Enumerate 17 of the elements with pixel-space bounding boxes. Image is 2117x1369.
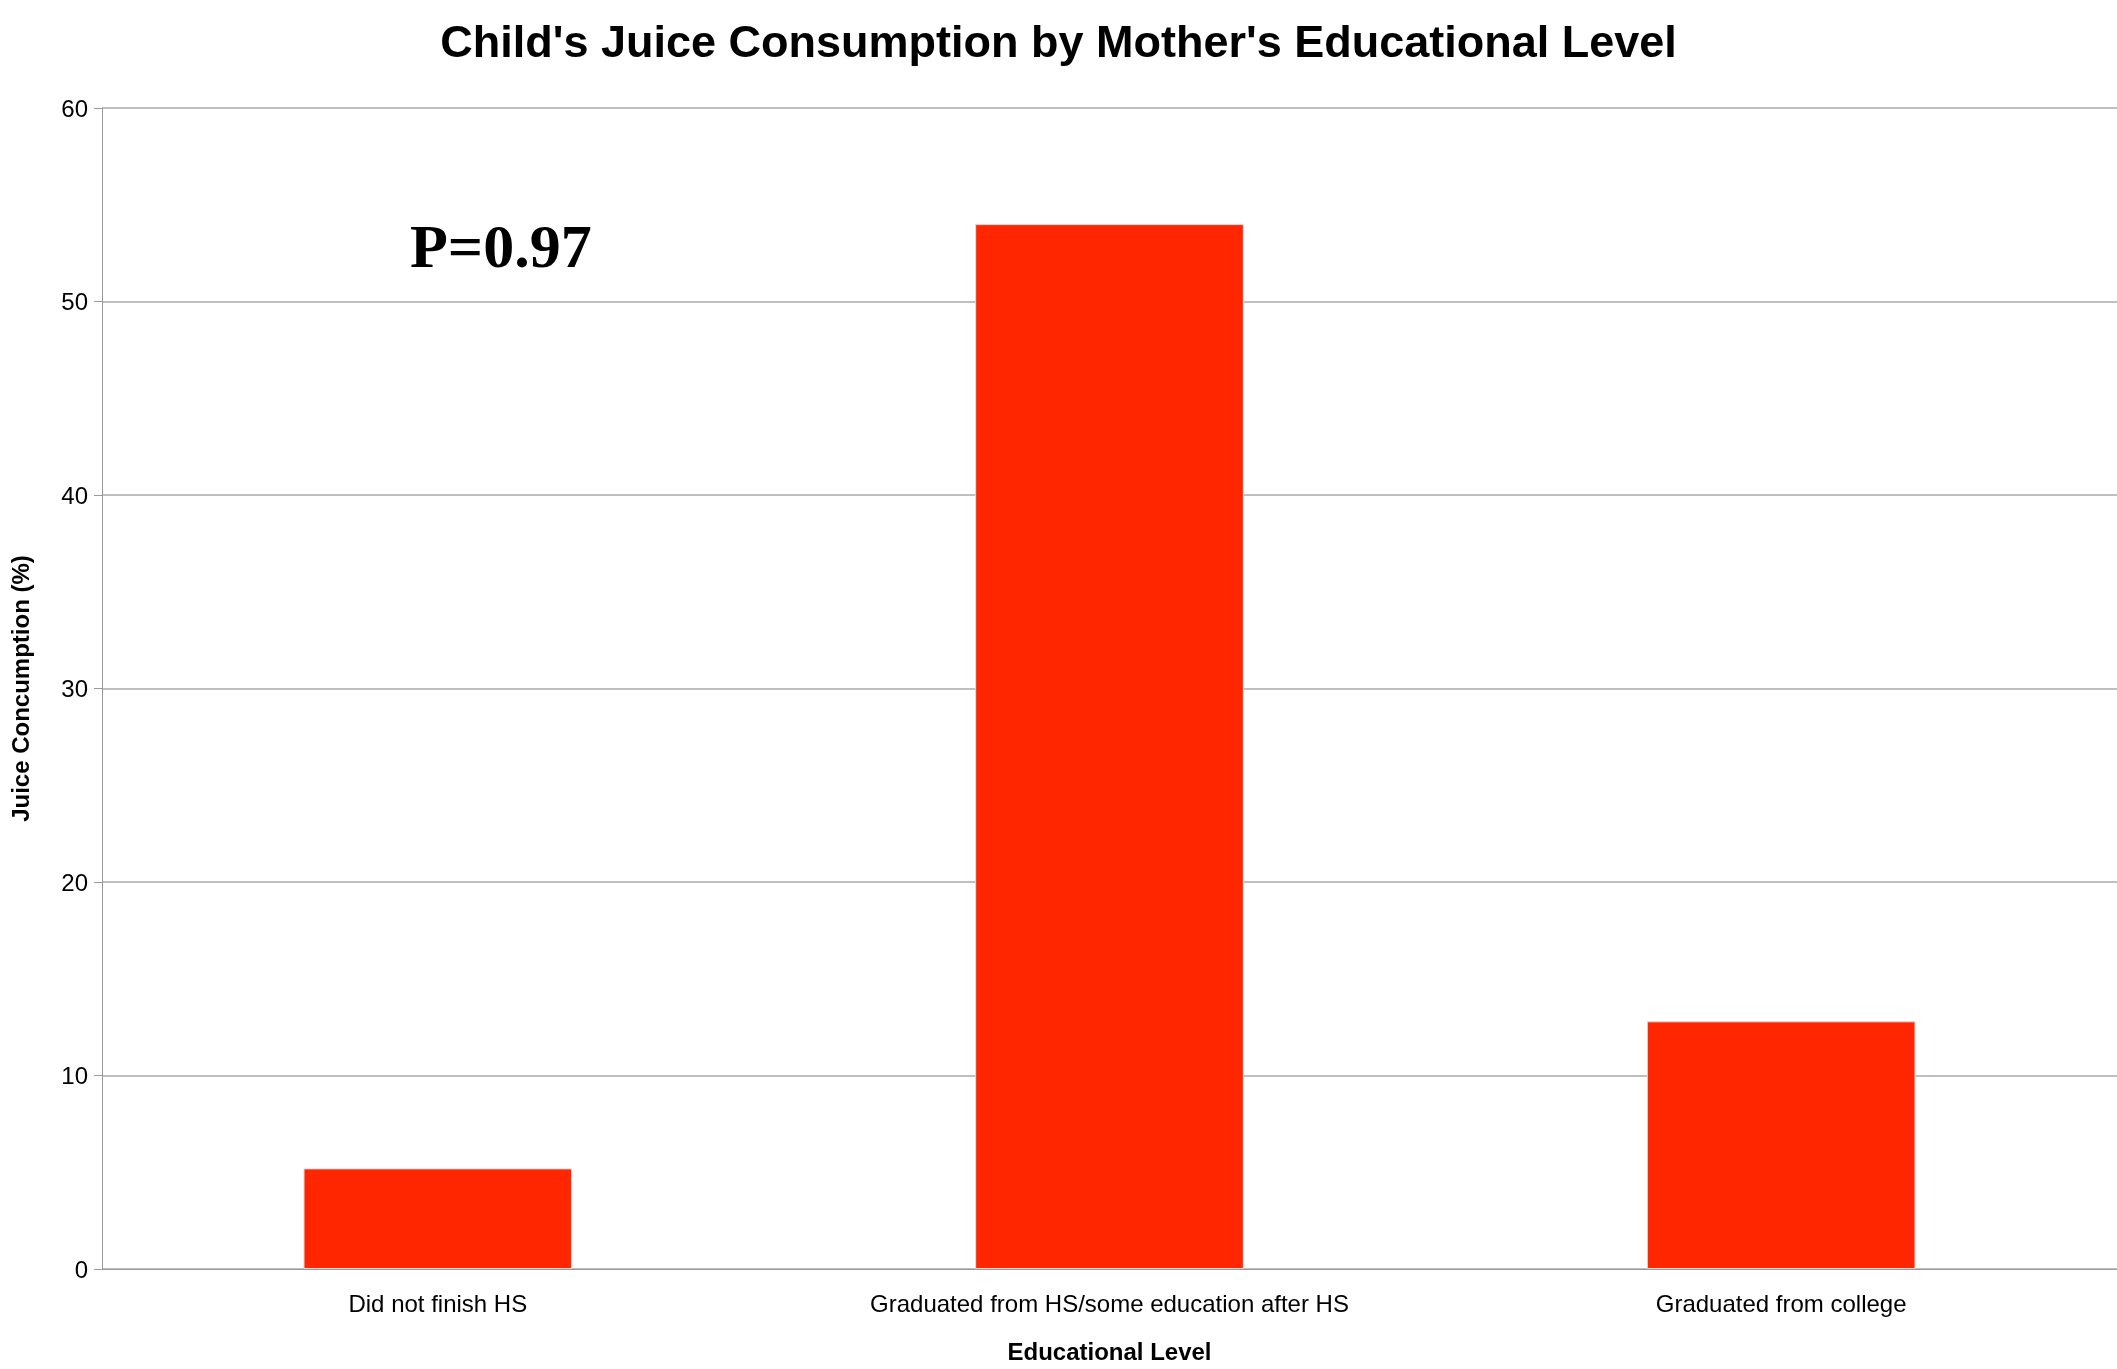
- y-tick-label: 50: [61, 288, 88, 315]
- y-tick-label: 0: [74, 1255, 88, 1283]
- x-tick-label: Graduated from college: [1655, 1289, 1907, 1317]
- y-tick-label: 20: [61, 868, 88, 896]
- chart-title: Child's Juice Consumption by Mother's Educational Level: [440, 16, 1677, 67]
- x-tick-label: Did not finish HS: [348, 1289, 528, 1317]
- bar: [975, 224, 1244, 1269]
- y-tick-label: 10: [61, 1062, 88, 1089]
- y-tick-label: 60: [61, 94, 88, 122]
- x-axis-title: Educational Level: [1007, 1337, 1212, 1365]
- bar: [303, 1168, 573, 1269]
- y-tick-label: 40: [61, 481, 88, 509]
- x-tick-label: Graduated from HS/some education after HS: [870, 1289, 1349, 1317]
- bar: [1646, 1021, 1916, 1269]
- y-axis-title: Juice Concumption (%): [6, 555, 34, 822]
- y-tick-label: 30: [61, 675, 88, 702]
- annotation: P=0.97: [410, 212, 592, 280]
